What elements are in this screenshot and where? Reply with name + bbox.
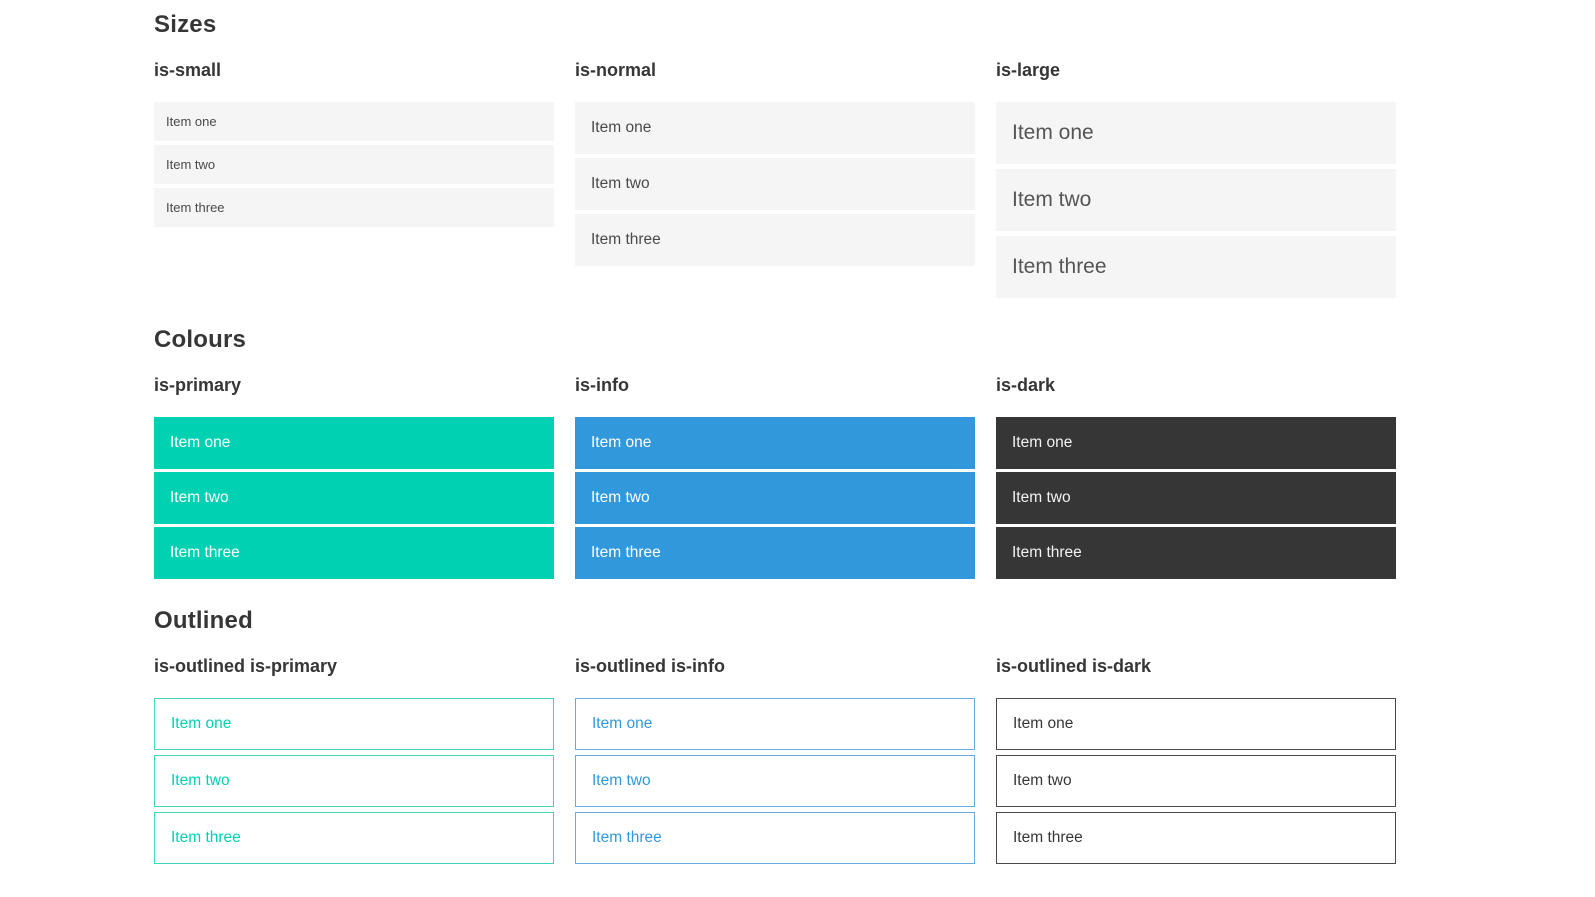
section-outlined: Outlined is-outlined is-primary Item one…	[154, 606, 1417, 864]
group-outlined-dark: is-outlined is-dark Item one Item two It…	[996, 655, 1396, 864]
list-item[interactable]: Item two	[575, 472, 975, 524]
group-outlined-primary: is-outlined is-primary Item one Item two…	[154, 655, 554, 864]
list-item[interactable]: Item three	[996, 812, 1396, 864]
menu-list-small: Item one Item two Item three	[154, 102, 554, 227]
menu-list-dark: Item one Item two Item three	[996, 417, 1396, 579]
menu-list-outlined-primary: Item one Item two Item three	[154, 698, 554, 864]
list-item[interactable]: Item two	[996, 169, 1396, 231]
list-item[interactable]: Item two	[575, 755, 975, 807]
list-item[interactable]: Item three	[154, 527, 554, 579]
list-item[interactable]: Item one	[996, 417, 1396, 469]
list-item[interactable]: Item three	[154, 188, 554, 227]
section-title-colours: Colours	[154, 326, 247, 353]
list-item[interactable]: Item one	[575, 102, 975, 154]
list-item[interactable]: Item one	[575, 698, 975, 750]
menu-list-primary: Item one Item two Item three	[154, 417, 554, 579]
colours-columns: is-primary Item one Item two Item three …	[154, 374, 1417, 579]
list-item[interactable]: Item two	[154, 145, 554, 184]
list-item[interactable]: Item three	[996, 527, 1396, 579]
section-sizes: Sizes is-small Item one Item two Item th…	[154, 10, 1417, 298]
menu-list-outlined-info: Item one Item two Item three	[575, 698, 975, 864]
group-label-outlined-info: is-outlined is-info	[575, 656, 725, 676]
menu-list-outlined-dark: Item one Item two Item three	[996, 698, 1396, 864]
list-item[interactable]: Item three	[154, 812, 554, 864]
group-label-is-primary: is-primary	[154, 375, 242, 395]
list-item[interactable]: Item three	[575, 527, 975, 579]
list-item[interactable]: Item one	[996, 102, 1396, 164]
group-label-outlined-dark: is-outlined is-dark	[996, 656, 1152, 676]
list-item[interactable]: Item one	[575, 417, 975, 469]
list-item[interactable]: Item two	[154, 755, 554, 807]
list-item[interactable]: Item two	[996, 755, 1396, 807]
group-is-primary: is-primary Item one Item two Item three	[154, 374, 554, 579]
menu-list-info: Item one Item two Item three	[575, 417, 975, 579]
group-label-is-normal: is-normal	[575, 60, 657, 80]
list-item[interactable]: Item three	[575, 214, 975, 266]
group-label-outlined-primary: is-outlined is-primary	[154, 656, 338, 676]
group-is-small: is-small Item one Item two Item three	[154, 59, 554, 227]
list-item[interactable]: Item one	[154, 417, 554, 469]
group-is-large: is-large Item one Item two Item three	[996, 59, 1396, 298]
group-is-normal: is-normal Item one Item two Item three	[575, 59, 975, 266]
group-is-info: is-info Item one Item two Item three	[575, 374, 975, 579]
list-item[interactable]: Item one	[996, 698, 1396, 750]
group-label-is-info: is-info	[575, 375, 629, 395]
outlined-columns: is-outlined is-primary Item one Item two…	[154, 655, 1417, 864]
group-is-dark: is-dark Item one Item two Item three	[996, 374, 1396, 579]
list-item[interactable]: Item one	[154, 102, 554, 141]
list-item[interactable]: Item two	[154, 472, 554, 524]
list-item[interactable]: Item two	[996, 472, 1396, 524]
menu-list-normal: Item one Item two Item three	[575, 102, 975, 266]
menu-list-large: Item one Item two Item three	[996, 102, 1396, 298]
style-guide-page: Sizes is-small Item one Item two Item th…	[154, 10, 1417, 864]
list-item[interactable]: Item three	[575, 812, 975, 864]
list-item[interactable]: Item two	[575, 158, 975, 210]
group-label-is-dark: is-dark	[996, 375, 1056, 395]
section-title-outlined: Outlined	[154, 607, 253, 634]
section-title-sizes: Sizes	[154, 11, 217, 38]
list-item[interactable]: Item three	[996, 236, 1396, 298]
group-label-is-large: is-large	[996, 60, 1061, 80]
section-colours: Colours is-primary Item one Item two Ite…	[154, 325, 1417, 579]
sizes-columns: is-small Item one Item two Item three is…	[154, 59, 1417, 298]
list-item[interactable]: Item one	[154, 698, 554, 750]
group-outlined-info: is-outlined is-info Item one Item two It…	[575, 655, 975, 864]
group-label-is-small: is-small	[154, 60, 222, 80]
